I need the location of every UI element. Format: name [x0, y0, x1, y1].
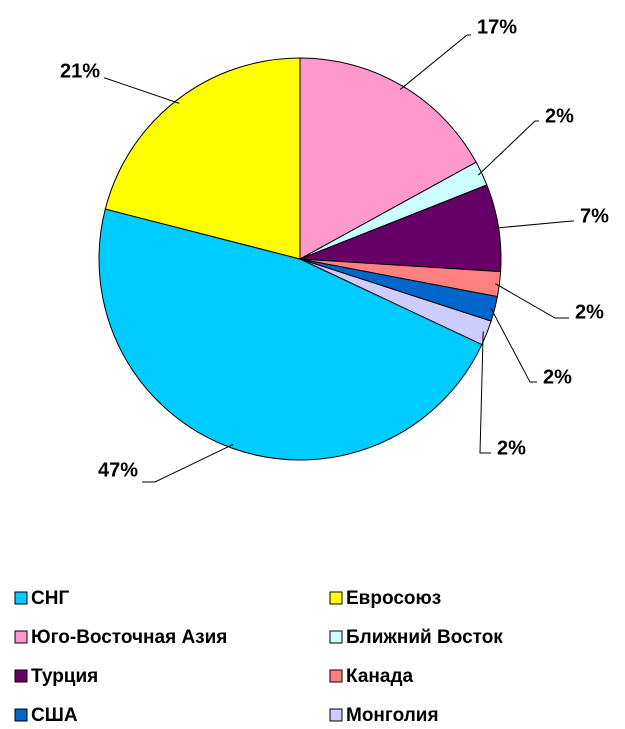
legend-label: Ближний Восток: [346, 627, 503, 648]
legend-swatch: [329, 669, 343, 683]
legend-swatch: [14, 669, 28, 683]
legend-label: Юго-Восточная Азия: [31, 627, 227, 648]
legend-label: Турция: [31, 666, 98, 687]
legend-label: СНГ: [31, 588, 69, 609]
pie-slice: [104, 57, 301, 260]
leader-line: [477, 120, 539, 176]
data-label: 17%: [477, 16, 517, 38]
legend-swatch: [14, 708, 28, 722]
legend-label: США: [31, 705, 78, 726]
data-label: 47%: [98, 459, 138, 481]
leader-line: [104, 77, 180, 104]
legend-swatch: [329, 630, 343, 644]
data-label: 2%: [545, 105, 574, 127]
leader-line: [142, 443, 234, 483]
legend-label: Канада: [346, 666, 413, 687]
leader-line: [399, 34, 471, 90]
data-label: 7%: [580, 205, 609, 227]
data-label: 2%: [543, 366, 572, 388]
data-label: 2%: [575, 301, 604, 323]
leader-line: [490, 307, 537, 383]
legend-swatch: [14, 630, 28, 644]
leader-line: [495, 283, 569, 319]
legend-swatch: [14, 591, 28, 605]
legend-label: Монголия: [346, 705, 439, 726]
legend-swatch: [329, 591, 343, 605]
leader-line: [494, 220, 574, 229]
data-label: 2%: [497, 437, 526, 459]
pie-slice: [299, 258, 492, 346]
legend-label: Евросоюз: [346, 588, 441, 609]
leader-line: [479, 331, 491, 454]
pie-slice: [98, 208, 483, 461]
data-label: 21%: [60, 60, 100, 82]
legend-swatch: [329, 708, 343, 722]
pie-slice: [299, 57, 477, 260]
